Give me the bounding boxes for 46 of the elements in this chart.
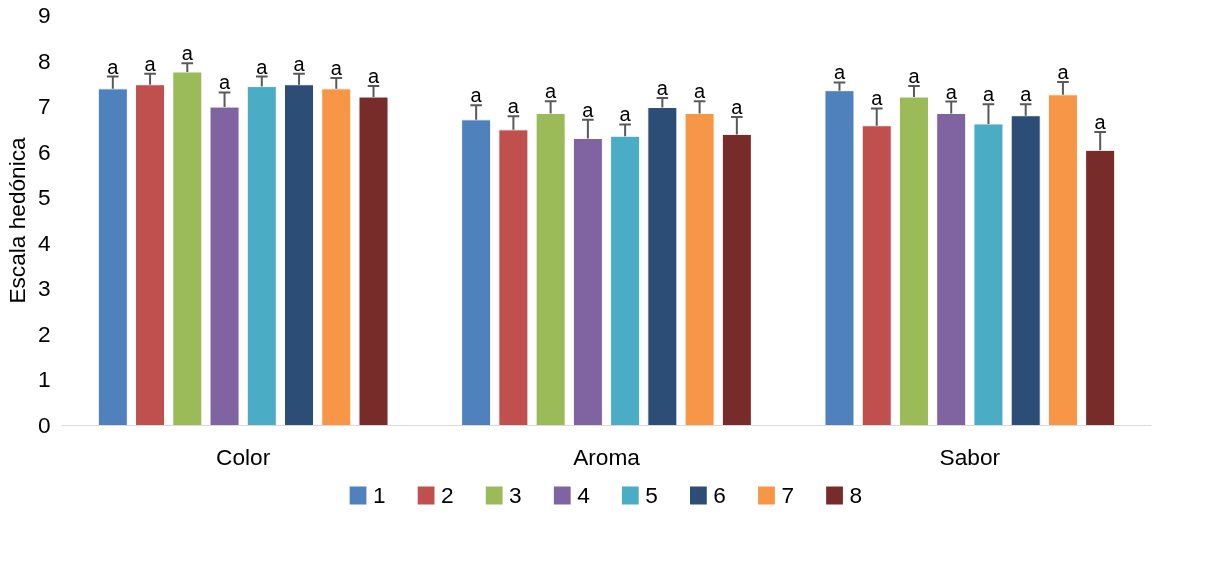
data-label: a bbox=[144, 52, 157, 75]
y-tick-label: 1 bbox=[37, 366, 51, 393]
y-tick-label: 9 bbox=[37, 2, 51, 28]
legend-label: 1 bbox=[372, 482, 386, 508]
x-tick-label: Sabor bbox=[939, 443, 1001, 470]
x-tick-label: Aroma bbox=[573, 443, 641, 470]
data-label: a bbox=[545, 80, 558, 103]
data-label: a bbox=[656, 76, 669, 99]
legend-label: 8 bbox=[849, 482, 863, 508]
data-label: a bbox=[1094, 111, 1107, 134]
data-label: a bbox=[908, 65, 921, 88]
y-tick-label: 4 bbox=[37, 229, 51, 256]
data-label: a bbox=[507, 95, 520, 118]
y-axis-title: Escala hedónica bbox=[3, 136, 30, 304]
y-tick-label: 0 bbox=[37, 412, 51, 438]
data-label: a bbox=[619, 103, 632, 126]
data-label: a bbox=[871, 87, 884, 110]
legend-label: 6 bbox=[713, 482, 726, 508]
data-label: a bbox=[293, 52, 306, 75]
data-label: a bbox=[1020, 83, 1033, 106]
data-label: a bbox=[582, 98, 595, 121]
y-tick-label: 8 bbox=[37, 47, 51, 74]
data-label: a bbox=[218, 71, 231, 94]
legend-label: 7 bbox=[781, 482, 794, 508]
y-tick-label: 3 bbox=[37, 275, 51, 302]
y-tick-label: 6 bbox=[37, 138, 51, 165]
data-label: a bbox=[694, 80, 707, 103]
data-label: a bbox=[731, 96, 744, 119]
data-label: a bbox=[833, 61, 846, 84]
data-label: a bbox=[470, 84, 483, 107]
data-label: a bbox=[945, 80, 958, 103]
y-tick-label: 7 bbox=[37, 93, 51, 120]
data-label: a bbox=[982, 83, 995, 106]
x-tick-label: Color bbox=[216, 443, 271, 470]
y-tick-label: 2 bbox=[37, 320, 51, 347]
legend-label: 3 bbox=[509, 482, 522, 508]
data-label: a bbox=[107, 55, 120, 78]
data-label: a bbox=[367, 65, 380, 88]
data-label: a bbox=[330, 56, 343, 79]
legend-label: 4 bbox=[577, 482, 590, 508]
legend-label: 5 bbox=[645, 482, 658, 508]
y-tick-label: 5 bbox=[37, 184, 51, 211]
data-label: a bbox=[181, 42, 194, 65]
data-label: a bbox=[1057, 61, 1070, 84]
legend-label: 2 bbox=[441, 482, 454, 508]
data-label: a bbox=[256, 55, 269, 78]
